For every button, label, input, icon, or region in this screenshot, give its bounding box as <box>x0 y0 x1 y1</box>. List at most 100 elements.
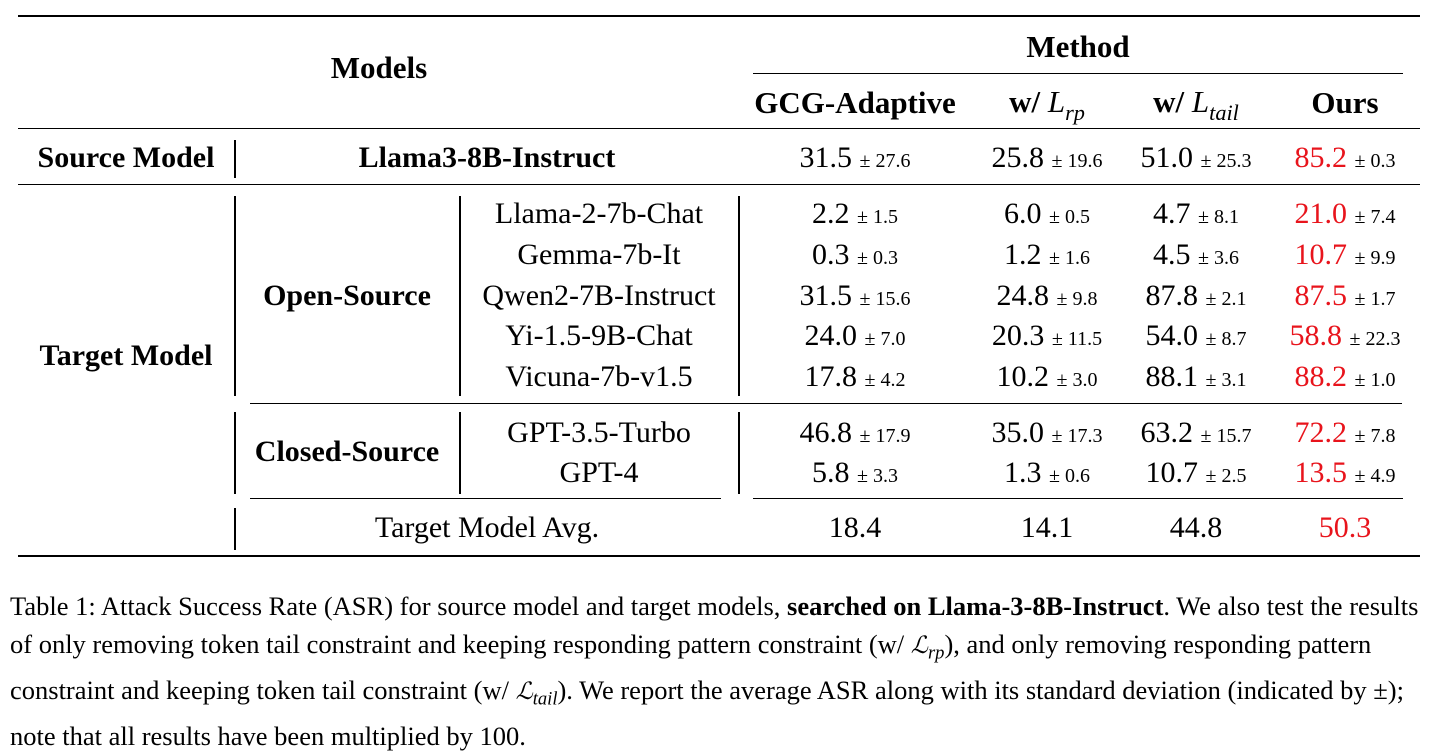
target-cell-5-2: 63.2 ± 15.7 <box>1141 418 1252 448</box>
target-cell-4-3: 88.2 ± 1.0 <box>1295 362 1396 392</box>
source-cell-2-std: ± 25.3 <box>1200 150 1252 172</box>
target-cell-5-0-value: 46.8 <box>799 416 853 449</box>
target-cell-3-1-std: ± 11.5 <box>1051 328 1103 350</box>
target-cell-3-3: 58.8 ± 22.3 <box>1290 321 1401 351</box>
target-vrule-lower <box>234 412 236 494</box>
source-cell-3-value: 85.2 <box>1294 141 1348 174</box>
col-w-ltail-symbol: Ltail <box>1191 84 1239 125</box>
target-cell-2-2-value: 87.8 <box>1145 279 1199 312</box>
target-cell-5-0-std: ± 17.9 <box>859 425 911 447</box>
target-cell-3-0-std: ± 7.0 <box>864 328 906 350</box>
caption-lrp-symbol: ℒ <box>910 630 928 659</box>
col-w-lrp-symbol: Lrp <box>1047 84 1085 125</box>
closed-avg-cmidrule-right <box>753 498 1403 500</box>
target-cell-1-1: 1.2 ± 1.6 <box>1004 240 1090 270</box>
target-model-name: Vicuna-7b-v1.5 <box>505 360 693 393</box>
caption-ltail-sub: tail <box>532 688 558 710</box>
target-cell-6-2: 10.7 ± 2.5 <box>1146 458 1247 488</box>
target-cell-1-0-value: 0.3 <box>812 238 850 271</box>
target-cell-2-0-value: 31.5 <box>799 279 853 312</box>
target-vrule-upper <box>234 196 236 396</box>
target-model-name: Gemma-7b-It <box>517 238 681 271</box>
target-model-name: Yi-1.5-9B-Chat <box>505 319 693 352</box>
target-cell-6-1: 1.3 ± 0.6 <box>1004 458 1090 488</box>
target-cell-3-0: 24.0 ± 7.0 <box>805 321 906 351</box>
target-cell-6-2-value: 10.7 <box>1145 456 1199 489</box>
closed-avg-cmidrule-left <box>250 498 721 500</box>
target-cell-5-0: 46.8 ± 17.9 <box>800 418 911 448</box>
target-cell-4-2-std: ± 3.1 <box>1205 369 1247 391</box>
target-cell-3-2-value: 54.0 <box>1145 319 1199 352</box>
target-cell-2-2: 87.8 ± 2.1 <box>1146 281 1247 311</box>
target-cell-6-0-std: ± 3.3 <box>857 465 898 487</box>
target-cell-1-2: 4.5 ± 3.6 <box>1153 240 1239 270</box>
target-cell-0-2-value: 4.7 <box>1153 197 1191 230</box>
target-cell-1-3-std: ± 9.9 <box>1354 247 1396 269</box>
target-cell-4-0-std: ± 4.2 <box>864 369 906 391</box>
source-cell-3: 85.2 ± 0.3 <box>1295 143 1396 173</box>
target-cell-2-3-std: ± 1.7 <box>1354 288 1396 310</box>
source-cell-0-std: ± 27.6 <box>859 150 911 172</box>
target-model-name: Qwen2-7B-Instruct <box>482 279 716 312</box>
col-w-lrp-prefix: w/ <box>1009 84 1041 119</box>
target-cell-1-3-value: 10.7 <box>1294 238 1348 271</box>
target-model-label: Target Model <box>39 339 213 372</box>
avg-label: Target Model Avg. <box>374 511 600 544</box>
target-cell-2-3: 87.5 ± 1.7 <box>1295 281 1396 311</box>
col-w-ltail-prefix: w/ <box>1153 84 1185 119</box>
target-model-name: Llama-2-7b-Chat <box>494 197 704 230</box>
target-cell-5-1-value: 35.0 <box>991 416 1045 449</box>
target-cell-6-1-value: 1.3 <box>1004 456 1042 489</box>
target-cell-3-3-std: ± 22.3 <box>1349 328 1401 350</box>
target-cell-2-1-std: ± 9.8 <box>1056 288 1098 310</box>
target-cell-1-0-std: ± 0.3 <box>857 247 898 269</box>
open-closed-cmidrule <box>250 403 1402 405</box>
source-cell-1-value: 25.8 <box>991 141 1045 174</box>
source-model-name: Llama3-8B-Instruct <box>358 141 616 174</box>
target-cell-3-1: 20.3 ± 11.5 <box>992 321 1102 351</box>
target-cell-4-2-value: 88.1 <box>1145 360 1199 393</box>
closed-vrule <box>459 412 461 494</box>
source-model-label: Source Model <box>37 141 215 174</box>
method-header: Method <box>1026 29 1130 64</box>
target-cell-5-3-value: 72.2 <box>1294 416 1348 449</box>
source-cell-2: 51.0 ± 25.3 <box>1141 143 1252 173</box>
target-cell-0-1: 6.0 ± 0.5 <box>1004 199 1090 229</box>
target-cell-0-2-std: ± 8.1 <box>1198 206 1239 228</box>
target-cell-4-3-std: ± 1.0 <box>1354 369 1396 391</box>
target-cell-0-1-value: 6.0 <box>1004 197 1042 230</box>
source-midrule <box>18 184 1420 186</box>
target-cell-3-2: 54.0 ± 8.7 <box>1146 321 1247 351</box>
method-cmidrule <box>753 73 1403 75</box>
target-cell-2-2-std: ± 2.1 <box>1205 288 1247 310</box>
target-cell-4-3-value: 88.2 <box>1294 360 1348 393</box>
caption-ltail-symbol: ℒ <box>515 676 533 705</box>
target-cell-6-3-std: ± 4.9 <box>1354 465 1396 487</box>
source-cell-1-std: ± 19.6 <box>1051 150 1103 172</box>
target-cell-2-1-value: 24.8 <box>996 279 1050 312</box>
target-cell-4-1: 10.2 ± 3.0 <box>997 362 1098 392</box>
target-cell-3-0-value: 24.0 <box>804 319 858 352</box>
caption-part-3: ), and only removing responding pattern … <box>10 628 1372 705</box>
target-cell-4-0: 17.8 ± 4.2 <box>805 362 906 392</box>
target-cell-0-1-std: ± 0.5 <box>1049 206 1090 228</box>
target-cell-6-2-std: ± 2.5 <box>1205 465 1247 487</box>
target-cell-0-3-value: 21.0 <box>1294 197 1348 230</box>
open-vrule <box>459 196 461 396</box>
target-vrule-avg <box>234 508 236 550</box>
target-cell-5-1-std: ± 17.3 <box>1051 425 1103 447</box>
target-cell-5-3: 72.2 ± 7.8 <box>1295 418 1396 448</box>
col-gcg-adaptive: GCG-Adaptive <box>754 85 956 120</box>
target-cell-0-0-std: ± 1.5 <box>857 206 898 228</box>
target-cell-1-3: 10.7 ± 9.9 <box>1295 240 1396 270</box>
target-cell-0-2: 4.7 ± 8.1 <box>1153 199 1239 229</box>
target-cell-0-0-value: 2.2 <box>812 197 850 230</box>
source-cell-0-value: 31.5 <box>799 141 853 174</box>
col-ours: Ours <box>1311 85 1379 120</box>
target-cell-1-2-std: ± 3.6 <box>1198 247 1239 269</box>
target-cell-4-1-std: ± 3.0 <box>1056 369 1098 391</box>
closed-source-label: Closed-Source <box>254 435 440 468</box>
target-cell-4-1-value: 10.2 <box>996 360 1050 393</box>
target-cell-1-1-std: ± 1.6 <box>1049 247 1090 269</box>
target-cell-6-1-std: ± 0.6 <box>1049 465 1090 487</box>
